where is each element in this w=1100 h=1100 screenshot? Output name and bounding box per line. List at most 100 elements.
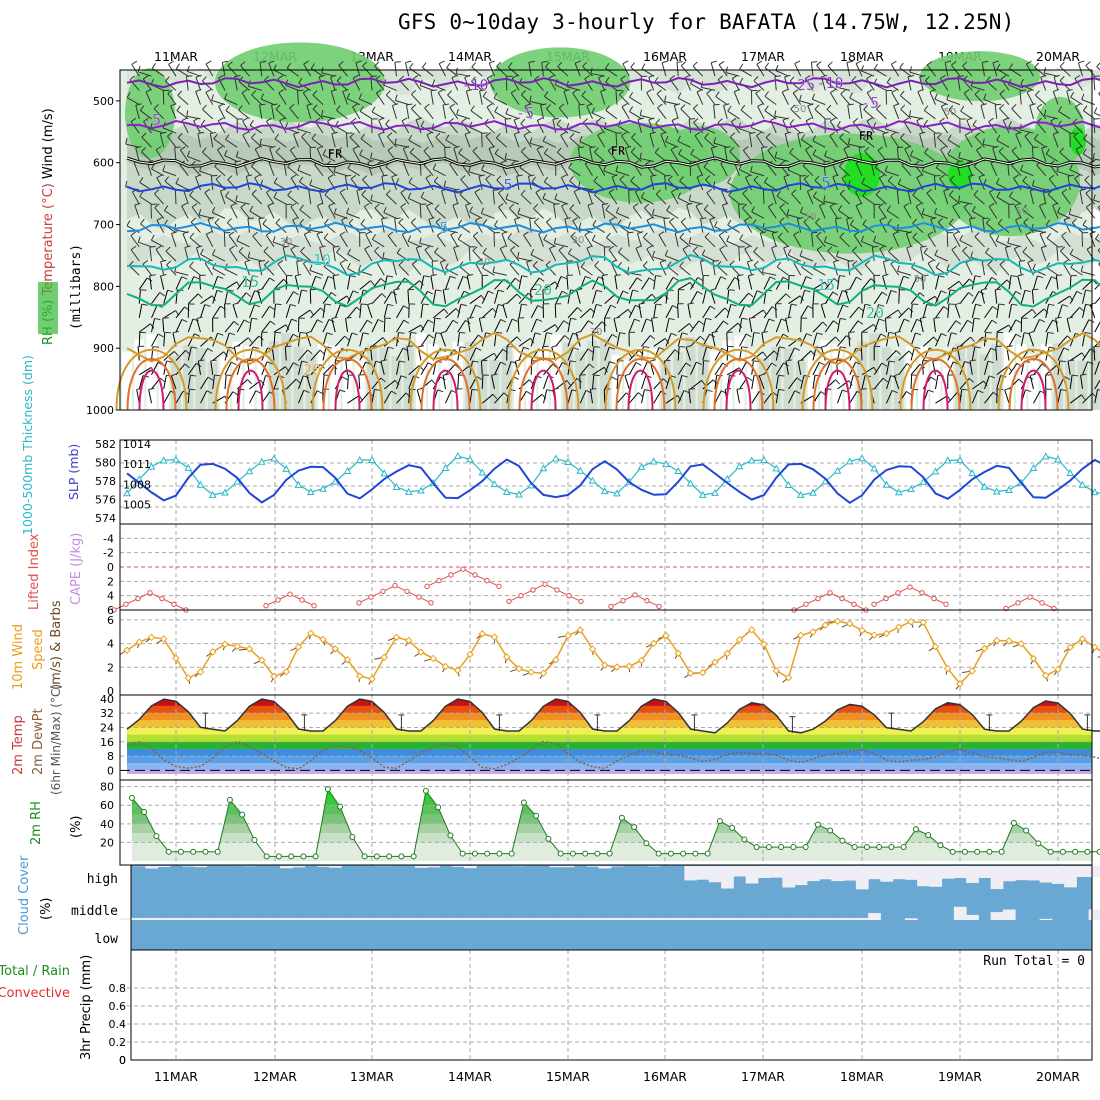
wind-barb-flag [466,89,473,92]
wind-barb-flag [978,174,985,178]
wind-barb [242,120,250,134]
cloud-high-bar [647,866,661,867]
wind-barb [935,275,940,290]
wind-barb [615,170,630,177]
wind-barb [138,375,144,390]
cloud-high-bar [806,866,820,882]
wind-barb [420,319,429,333]
wind-barb [543,332,547,347]
wind-barb-flag [639,152,642,159]
thickness-point [380,469,389,477]
thickness-point [564,457,572,465]
wind-barb [839,236,851,248]
wind-barb [530,375,537,390]
wind-barb-flag [588,363,595,369]
wind-barb [513,133,520,148]
wind-barb-flag [1027,259,1034,263]
wind-barb-flag [374,61,380,67]
wind-barb [465,90,471,105]
wind-barb [847,261,851,276]
wind-barb-flag [845,288,852,291]
wind-barb-flag [1053,74,1060,78]
wind-barb-flag [915,332,922,336]
cloud-middle-bar [500,917,514,920]
rh-shade-column [330,345,341,410]
wind-barb [1036,121,1047,134]
wind-barb [935,333,942,347]
wind-barb [561,205,569,219]
wind-barb [179,164,189,177]
wind-barb [1045,332,1049,347]
wind-barb [336,251,348,262]
wind-barb [893,375,900,390]
wind-barb-flag [1078,60,1085,64]
wind-barb [587,204,593,219]
wind-barb [952,206,961,219]
wind-barb-flag [543,176,549,183]
wind-barb-flag [1079,307,1085,312]
wind-barb [505,198,520,205]
wind-barb [410,222,422,233]
wind-barb [419,204,422,219]
wind-barb-flag [258,217,265,220]
wind-barb-flag [493,92,498,99]
lifted-index-tick-label: -4 [103,532,114,545]
wind-barb [969,360,973,375]
wind-barb [285,318,292,333]
wind-barb [224,289,229,304]
wind-axis-label-barbs: (m/s) & Barbs [49,600,64,690]
wind-barb [739,292,750,305]
wind-barb-flag [224,149,228,156]
wind-barb-flag [275,218,281,224]
wind-barb-flag [165,76,170,82]
wind-barb [306,105,312,119]
wind-barb [449,107,459,120]
wind-barb [801,266,814,276]
wind-barb [469,334,479,347]
wind-barb-flag [533,203,539,209]
wind-barb [232,304,238,319]
wind-barb [934,213,948,219]
wind-barb-flag [196,316,203,320]
wind-barb [763,350,775,361]
wind-barb [224,281,238,290]
wind-barb [236,319,245,333]
rh-shade-column [612,355,622,410]
wind-speed-point [588,645,597,653]
wind-barb-flag [646,245,653,250]
wind-speed-point [233,642,241,651]
wind-barb [642,237,655,248]
wind-barb-flag [207,348,214,352]
wind-barb-flag [912,232,918,238]
wind-barb-flag [645,160,651,165]
wind-barb-flag [405,60,412,64]
wind-barb [445,308,457,319]
wind-barb [436,235,446,248]
wind-barb [349,136,361,148]
wind-barb-flag [1059,147,1064,153]
wind-barb-flag [894,373,901,377]
wind-barb [1074,106,1083,120]
rh-point [239,811,246,818]
wind-barb-flag [566,122,570,130]
wind-barb-flag [149,274,156,277]
wind-barb [812,321,824,333]
wind-barb [212,254,226,262]
wind-barb-flag [1061,188,1068,194]
wind-barb-flag [939,174,945,179]
thickness-point [221,488,229,496]
wind-barb [321,72,336,77]
wind-barb [855,191,863,205]
wind-speed-point [258,656,266,664]
wind-barb [837,318,841,333]
wind-barb-flag [299,176,304,183]
wind-barb-flag [832,291,839,296]
wind-barb [861,304,866,318]
wind-barb [873,318,880,333]
wind-barb-flag [184,245,191,248]
wind-barb [968,176,973,191]
rh-shade-column [991,343,1002,410]
cloud-middle-bar [831,917,845,920]
wind-barb [478,176,483,191]
wind-barb-flag [727,219,732,226]
